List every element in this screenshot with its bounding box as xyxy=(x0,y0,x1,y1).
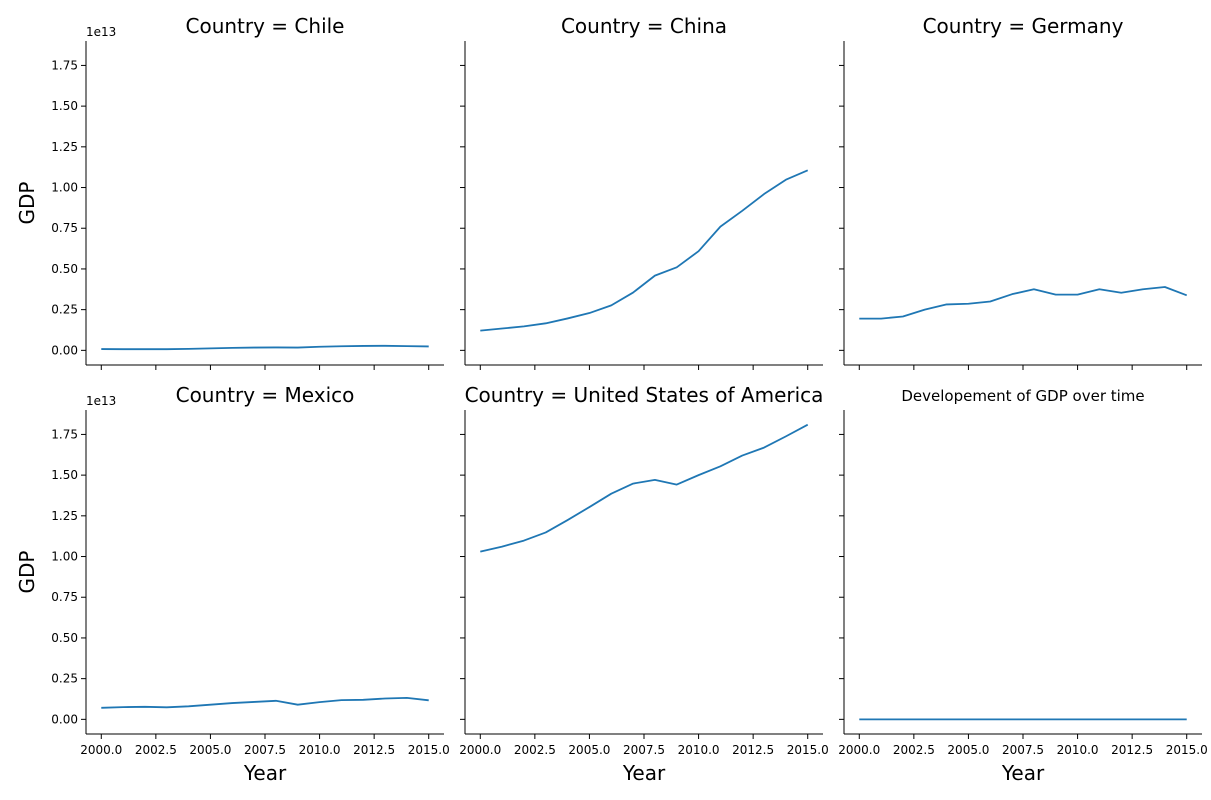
panel-4-y-tick-label: 0.00 xyxy=(51,712,78,726)
panel-4-x-tick-label: 2002.5 xyxy=(135,743,177,757)
panel-4-y-tick-label: 1.00 xyxy=(51,550,78,564)
panel-1-y-tick-label: 0.50 xyxy=(51,262,78,276)
panel-1-y-tick-label: 0.75 xyxy=(51,221,78,235)
panel-4-x-tick-label: 2005.0 xyxy=(189,743,231,757)
panel-5-x-tick-label: 2007.5 xyxy=(623,743,665,757)
panel-4-gdp-line xyxy=(101,696,429,709)
panel-6-x-axis-label: Year xyxy=(1001,761,1045,785)
panel-1-y-tick-label: 0.00 xyxy=(51,343,78,357)
panel-6-title: Developement of GDP over time xyxy=(901,387,1144,405)
panel-4-x-tick-label: 2012.5 xyxy=(353,743,395,757)
panel-5-x-tick-label: 2015.0 xyxy=(787,743,829,757)
panel-1-y-tick-label: 1.00 xyxy=(51,181,78,195)
panel-4-x-tick-label: 2007.5 xyxy=(244,743,286,757)
panel-3-title: Country = Germany xyxy=(923,14,1124,38)
panel-5-x-tick-label: 2005.0 xyxy=(568,743,610,757)
panel-4-title: Country = Mexico xyxy=(176,383,355,407)
panel-5-gdp-line xyxy=(480,423,809,553)
panel-5-x-tick-label: 2012.5 xyxy=(732,743,774,757)
panel-5-x-tick-label: 2000.0 xyxy=(459,743,501,757)
panel-1-y-tick-label: 1.75 xyxy=(51,58,78,72)
panel-1-y-tick-label: 0.25 xyxy=(51,303,78,317)
panel-6-x-tick-label: 2015.0 xyxy=(1166,743,1208,757)
panel-5-x-tick-label: 2002.5 xyxy=(514,743,556,757)
panel-4-y-tick-label: 0.50 xyxy=(51,631,78,645)
panel-4-y-scale-label: 1e13 xyxy=(86,394,116,408)
panel-1-gdp-line xyxy=(101,344,429,351)
panel-4-y-tick-label: 1.75 xyxy=(51,427,78,441)
panel-6-x-tick-label: 2000.0 xyxy=(838,743,880,757)
panel-1-y-axis-label: GDP xyxy=(15,182,39,225)
panel-4-y-tick-label: 0.25 xyxy=(51,672,78,686)
panel-1-title: Country = Chile xyxy=(186,14,345,38)
panel-1-y-scale-label: 1e13 xyxy=(86,25,116,39)
panel-2-title: Country = China xyxy=(561,14,727,38)
panel-4-x-tick-label: 2000.0 xyxy=(80,743,122,757)
panel-4-y-axis-label: GDP xyxy=(15,551,39,594)
panel-1-y-tick-label: 1.25 xyxy=(51,140,78,154)
panel-4-x-tick-label: 2010.0 xyxy=(299,743,341,757)
panel-2-gdp-line xyxy=(480,169,809,332)
panel-3-gdp-line xyxy=(859,286,1188,320)
panel-6-x-tick-label: 2005.0 xyxy=(947,743,989,757)
panel-1-y-tick-label: 1.50 xyxy=(51,99,78,113)
panel-5-title: Country = United States of America xyxy=(465,383,824,407)
panel-4-x-tick-label: 2015.0 xyxy=(408,743,450,757)
panel-6-x-tick-label: 2010.0 xyxy=(1057,743,1099,757)
panel-5-x-tick-label: 2010.0 xyxy=(678,743,720,757)
panel-6-x-tick-label: 2002.5 xyxy=(893,743,935,757)
panel-6-x-tick-label: 2007.5 xyxy=(1002,743,1044,757)
panel-4-y-tick-label: 1.25 xyxy=(51,509,78,523)
panel-6-x-tick-label: 2012.5 xyxy=(1111,743,1153,757)
panel-5-x-axis-label: Year xyxy=(622,761,666,785)
panel-4-y-tick-label: 1.50 xyxy=(51,468,78,482)
panel-4-y-tick-label: 0.75 xyxy=(51,590,78,604)
panel-4-x-axis-label: Year xyxy=(243,761,287,785)
